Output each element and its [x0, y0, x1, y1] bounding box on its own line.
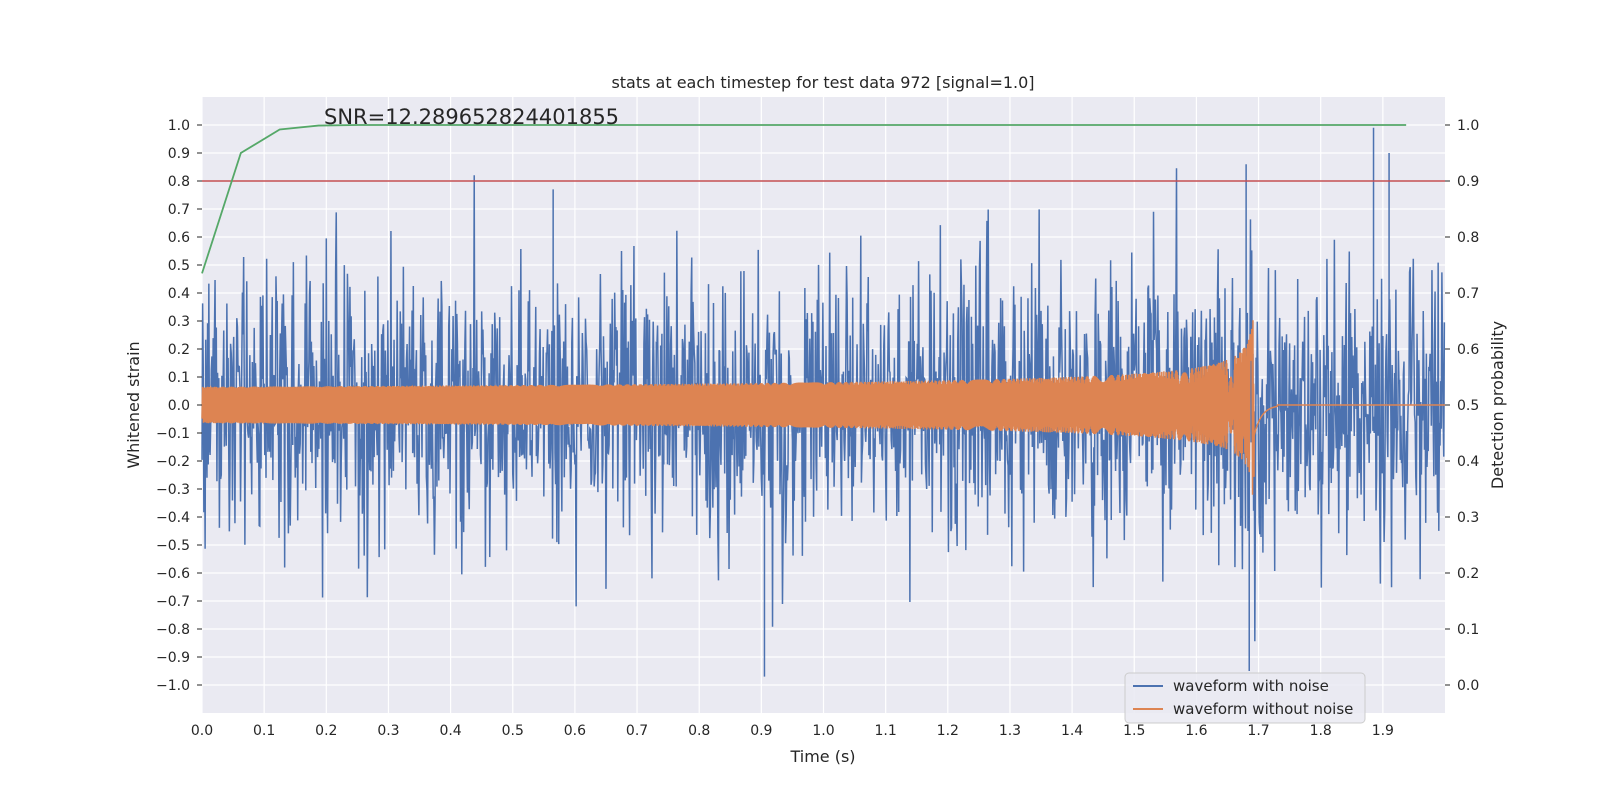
y-tick-label: 0.3 — [168, 314, 190, 330]
legend-label-noise: waveform with noise — [1173, 677, 1329, 695]
y-tick-label: −0.4 — [156, 510, 190, 526]
x-tick-label: 0.4 — [439, 723, 461, 739]
y-axis-ticks: −1.0 −0.9 −0.8 −0.7 −0.6 −0.5 −0.4 −0.3 −0.2 −0.1… — [156, 118, 202, 694]
series-detection-probability — [201, 124, 1407, 274]
y-tick-label: 0.0 — [168, 398, 190, 414]
y2-tick-label: 0.8 — [1457, 230, 1479, 246]
y-tick-label: 1.0 — [168, 118, 190, 134]
y2-tick-label: 0.3 — [1457, 510, 1479, 526]
detection-probability-line — [201, 124, 1407, 274]
x-tick-label: 0.0 — [191, 723, 213, 739]
y-tick-label: 0.5 — [168, 258, 190, 274]
y-tick-label: −0.2 — [156, 454, 190, 470]
x-tick-label: 1.4 — [1061, 723, 1083, 739]
x-axis-ticks: 0.0 0.1 0.2 0.3 0.4 0.5 0.6 0.7 0.8 0.9 1.0 1.1 1.2 1… — [191, 723, 1394, 739]
y2-tick-label: 0.4 — [1457, 454, 1479, 470]
y-axis-label: Whitened strain — [124, 341, 143, 468]
x-tick-label: 1.5 — [1123, 723, 1145, 739]
y-tick-label: −0.7 — [156, 594, 190, 610]
snr-annotation: SNR=12.289652824401855 — [324, 105, 619, 129]
legend-label-clean: waveform without noise — [1173, 700, 1353, 718]
y-tick-label: 0.2 — [168, 342, 190, 358]
y-tick-label: −0.5 — [156, 538, 190, 554]
x-tick-label: 0.6 — [564, 723, 586, 739]
x-tick-label: 1.9 — [1372, 723, 1394, 739]
x-tick-label: 0.7 — [626, 723, 648, 739]
y2-tick-label: 0.7 — [1457, 286, 1479, 302]
series-waveform-without-noise — [201, 320, 1445, 495]
y2-tick-label: 0.5 — [1457, 398, 1479, 414]
series-waveform-with-noise — [201, 127, 1446, 677]
y2-axis-ticks: 0.0 0.1 0.2 0.3 0.4 0.5 0.6 0.7 0.8 0.9 1.0 — [1445, 118, 1479, 694]
x-tick-label: 1.1 — [875, 723, 897, 739]
y-tick-label: −0.3 — [156, 482, 190, 498]
y2-tick-label: 0.1 — [1457, 622, 1479, 638]
y-tick-label: 0.6 — [168, 230, 190, 246]
y-tick-label: −0.9 — [156, 650, 190, 666]
x-tick-label: 1.3 — [999, 723, 1021, 739]
x-tick-label: 0.1 — [253, 723, 275, 739]
waveform-with-noise-line — [201, 127, 1446, 677]
legend-box — [1124, 672, 1366, 724]
legend: waveform with noise waveform without noi… — [1124, 672, 1366, 724]
x-tick-label: 1.7 — [1247, 723, 1269, 739]
x-axis-label: Time (s) — [789, 747, 855, 766]
chart-title: stats at each timestep for test data 972… — [611, 73, 1034, 92]
x-tick-label: 0.9 — [750, 723, 772, 739]
y-tick-label: 0.7 — [168, 202, 190, 218]
x-tick-label: 1.8 — [1310, 723, 1332, 739]
y-tick-label: −0.6 — [156, 566, 190, 582]
y-tick-label: 0.4 — [168, 286, 190, 302]
x-tick-label: 0.2 — [315, 723, 337, 739]
x-tick-label: 0.8 — [688, 723, 710, 739]
y-tick-label: −0.1 — [156, 426, 190, 442]
x-tick-label: 0.5 — [502, 723, 524, 739]
y-tick-label: 0.9 — [168, 146, 190, 162]
y-tick-label: −1.0 — [156, 678, 190, 694]
y-tick-label: 0.1 — [168, 370, 190, 386]
y2-tick-label: 0.9 — [1457, 174, 1479, 190]
x-tick-label: 1.2 — [937, 723, 959, 739]
y-tick-label: −0.8 — [156, 622, 190, 638]
y2-tick-label: 1.0 — [1457, 118, 1479, 134]
y2-tick-label: 0.6 — [1457, 342, 1479, 358]
x-tick-label: 1.6 — [1185, 723, 1207, 739]
x-tick-label: 0.3 — [377, 723, 399, 739]
waveform-without-noise-line — [201, 320, 1445, 495]
y2-tick-label: 0.0 — [1457, 678, 1479, 694]
y2-axis-label: Detection probability — [1488, 321, 1507, 489]
y2-tick-label: 0.2 — [1457, 566, 1479, 582]
x-tick-label: 1.0 — [812, 723, 834, 739]
y-tick-label: 0.8 — [168, 174, 190, 190]
